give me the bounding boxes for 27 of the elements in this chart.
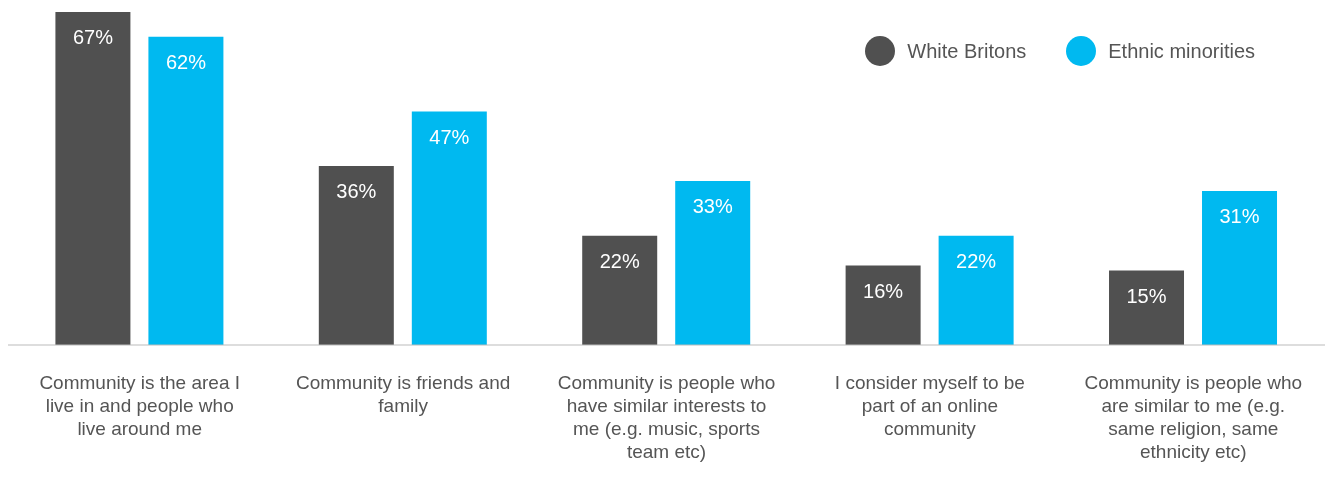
bar (148, 36, 224, 345)
bar (1202, 190, 1278, 345)
data-label: 31% (1219, 205, 1260, 228)
data-label: 15% (1126, 284, 1167, 307)
legend-label: White Britons (907, 39, 1027, 63)
bar (1109, 270, 1185, 345)
x-tick-label: I consider myself to be part of an online community (834, 372, 1025, 439)
data-label: 16% (863, 279, 904, 302)
data-label: 67% (72, 26, 114, 49)
x-tick-label: Community is friends and family (295, 372, 511, 416)
legend-label: Ethnic minorities (1108, 39, 1255, 63)
bar (938, 235, 1014, 345)
x-tick-label: Community is the area I live in and people who live around me (39, 372, 241, 439)
x-tick-label: Community is people who have similar interests to me (e.g. music, sports team etc) (557, 372, 776, 462)
x-tick-label: Community is people who are similar to me (e.g. same religion, same ethnicity etc) (1084, 372, 1303, 462)
data-label: 22% (599, 249, 640, 272)
bar (582, 235, 658, 345)
data-label: 62% (165, 51, 207, 74)
data-label: 33% (692, 195, 733, 218)
data-label: 36% (336, 180, 377, 203)
data-label: 22% (956, 249, 997, 272)
bar (318, 166, 394, 345)
bar (55, 12, 131, 345)
data-label: 47% (429, 125, 470, 148)
bar (675, 180, 751, 345)
bar (845, 265, 921, 345)
bar (411, 111, 487, 345)
